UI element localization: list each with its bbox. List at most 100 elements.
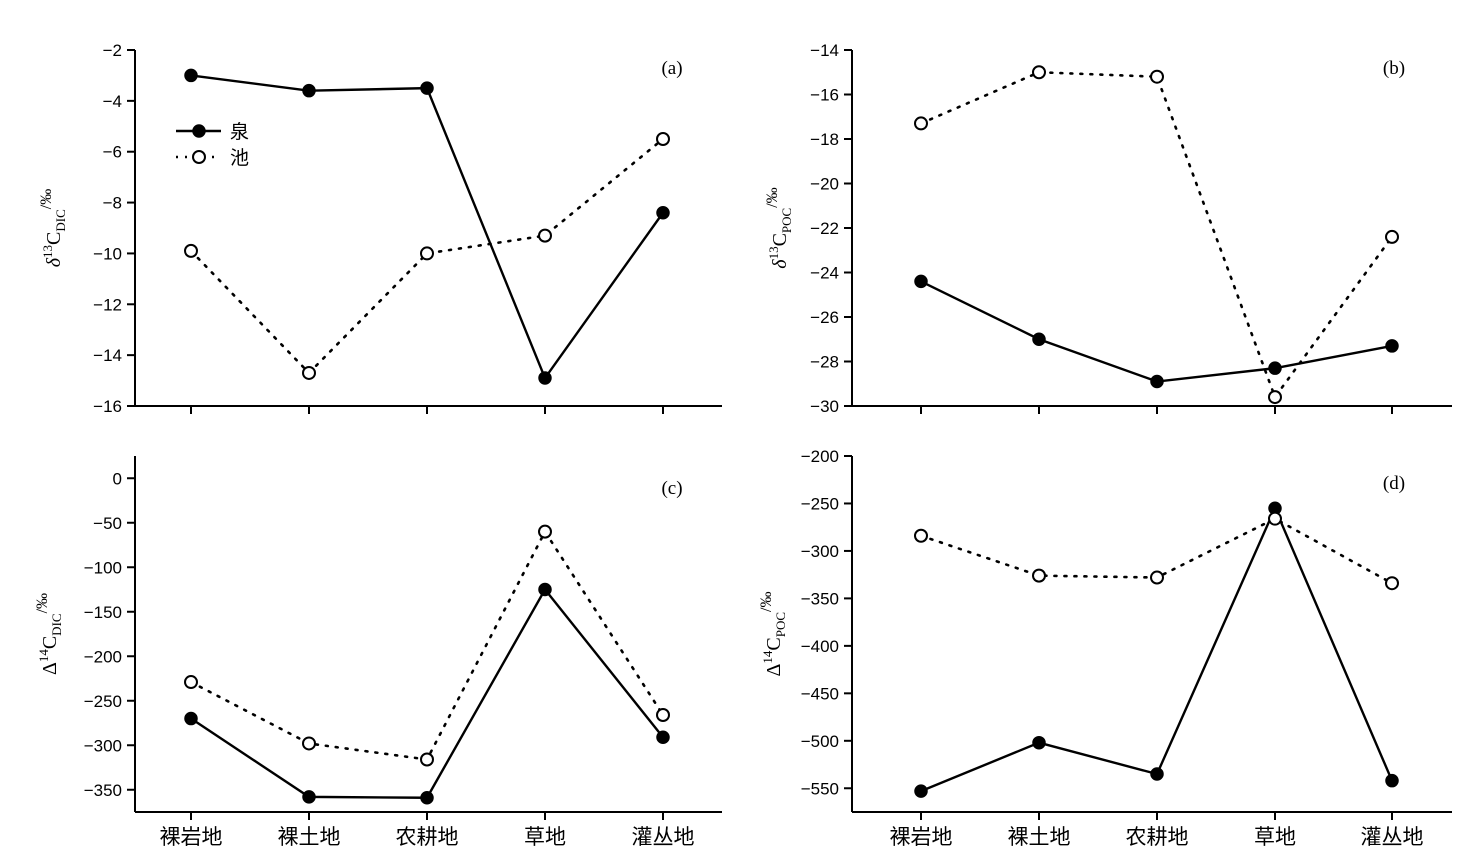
- y-axis-label-main: C: [769, 233, 791, 246]
- data-point-pool: [914, 116, 928, 131]
- y-tick-label: −18: [810, 130, 839, 149]
- panel-label: (d): [1383, 473, 1405, 494]
- data-point-spring: [1032, 332, 1046, 346]
- x-tick-label: 裸岩地: [160, 825, 223, 849]
- y-axis-label-sub: POC: [773, 612, 788, 637]
- x-tick-label: 灌丛地: [632, 825, 695, 849]
- data-point-pool: [302, 736, 316, 751]
- y-tick-label: −28: [810, 353, 839, 372]
- data-point-pool: [656, 707, 670, 722]
- y-tick-label: −50: [93, 514, 122, 533]
- data-point-spring: [538, 371, 552, 385]
- panel-b: −14 −16 −18 −20 −22 −24 −26 −28 −30 (b) δ13CPOC/‰: [764, 41, 1452, 416]
- data-point-pool: [184, 675, 198, 690]
- y-axis-label-sup: 14: [36, 649, 51, 663]
- data-point-spring: [302, 790, 316, 804]
- y-axis-label: Δ14CPOC/‰: [758, 592, 788, 677]
- y-axis-label-sub: DIC: [49, 613, 64, 635]
- data-point-spring: [184, 711, 198, 726]
- y-tick-label: −100: [84, 558, 122, 577]
- x-tick-label: 裸岩地: [890, 825, 953, 849]
- data-point-pool: [538, 228, 552, 243]
- legend-spring-label: 泉: [230, 121, 249, 143]
- panel-label: (b): [1383, 58, 1405, 79]
- x-tick-label: 灌丛地: [1361, 825, 1424, 849]
- data-point-pool: [656, 132, 670, 146]
- panel-label: (c): [661, 478, 682, 499]
- series-line-pool: [189, 529, 665, 761]
- y-tick-label: −14: [810, 41, 839, 60]
- y-tick-label: −250: [801, 494, 839, 513]
- legend: 泉 池: [176, 121, 249, 169]
- legend-spring-marker: [192, 124, 206, 138]
- y-tick-label: −10: [93, 244, 122, 263]
- y-tick-label: −16: [93, 397, 122, 416]
- y-axis-label-sup: 13: [40, 245, 55, 258]
- y-tick-label: −24: [810, 264, 839, 283]
- y-tick-label: −250: [84, 692, 122, 711]
- series-line-spring: [190, 74, 664, 381]
- data-point-pool: [184, 243, 198, 258]
- y-axis-label: δ13CDIC/‰: [38, 189, 68, 267]
- series-line-spring: [920, 505, 1394, 793]
- y-axis-label-prefix: δ: [769, 259, 791, 269]
- y-tick-label: −500: [801, 732, 839, 751]
- panel-a: −2 −4 −6 −8 −10 −12 −14 −16 (a) δ13CDIC/‰: [38, 41, 722, 416]
- y-tick-label: −350: [84, 781, 122, 800]
- series-line-pool: [189, 137, 665, 375]
- y-axis-label: Δ14CDIC/‰: [34, 593, 64, 675]
- data-point-spring: [302, 83, 316, 98]
- y-axis-label-prefix: Δ: [763, 663, 785, 676]
- data-point-pool: [420, 246, 434, 261]
- y-axis-label-sub: DIC: [53, 209, 68, 231]
- data-point-pool: [1385, 576, 1399, 591]
- y-axis-label-main: C: [43, 232, 65, 245]
- data-point-pool: [302, 365, 316, 380]
- data-point-spring: [1032, 735, 1046, 750]
- panel-label: (a): [661, 58, 682, 79]
- y-axis-label-sup: 13: [766, 246, 781, 259]
- data-point-spring: [420, 81, 434, 95]
- y-tick-label: −350: [801, 589, 839, 608]
- data-point-spring: [538, 582, 552, 597]
- y-tick-label: −12: [93, 295, 122, 314]
- y-tick-label: −200: [801, 447, 839, 466]
- y-tick-label: −300: [801, 542, 839, 561]
- y-axis-label-sup: 14: [760, 650, 775, 664]
- y-tick-label: −26: [810, 308, 839, 327]
- y-axis-label-prefix: Δ: [39, 662, 61, 675]
- y-tick-label: −30: [810, 397, 839, 416]
- panel-d: −200 −250 −300 −350 −400 −450 −500 −550 裸岩地 裸土地 农耕…: [758, 447, 1452, 849]
- y-tick-label: −6: [103, 143, 122, 162]
- y-tick-label: −22: [810, 219, 839, 238]
- y-axis-label-sub: POC: [779, 208, 794, 233]
- data-point-spring: [1268, 361, 1282, 375]
- data-point-spring: [1385, 773, 1399, 788]
- data-point-pool: [1032, 65, 1046, 80]
- x-tick-label: 草地: [1254, 825, 1296, 849]
- data-point-spring: [656, 205, 670, 220]
- legend-pool-label: 池: [230, 147, 249, 169]
- data-point-spring: [656, 730, 670, 744]
- y-axis-label: δ13CPOC/‰: [764, 187, 794, 268]
- data-point-spring: [1385, 339, 1399, 353]
- panel-c: 0 −50 −100 −150 −200 −250 −300 −350 裸岩地 裸土地 农耕地 草地 灌…: [34, 456, 722, 849]
- y-axis-label-main: C: [39, 636, 61, 649]
- y-tick-label: −150: [84, 603, 122, 622]
- y-tick-label: −450: [801, 684, 839, 703]
- y-axis-label-prefix: δ: [43, 257, 65, 267]
- y-tick-label: −2: [103, 41, 122, 60]
- data-point-spring: [914, 784, 928, 798]
- y-tick-label: −550: [801, 779, 839, 798]
- data-point-spring: [914, 274, 928, 289]
- data-point-pool: [1150, 69, 1164, 84]
- legend-pool-marker: [192, 150, 206, 164]
- y-tick-label: −200: [84, 647, 122, 666]
- y-tick-label: −14: [93, 346, 122, 365]
- y-tick-label: −300: [84, 736, 122, 755]
- y-tick-label: −20: [810, 175, 839, 194]
- y-tick-label: −16: [810, 86, 839, 105]
- data-point-spring: [420, 791, 434, 805]
- data-point-pool: [1150, 570, 1164, 585]
- x-tick-label: 农耕地: [396, 825, 459, 849]
